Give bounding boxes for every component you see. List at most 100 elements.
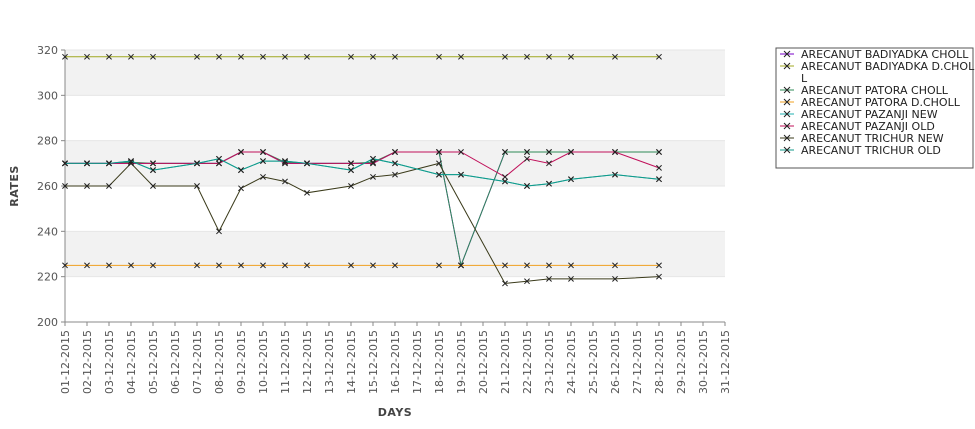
legend-label: L — [801, 72, 808, 85]
data-point — [656, 262, 662, 269]
data-point — [150, 53, 156, 60]
x-tick-label: 23-12-2015 — [543, 330, 556, 394]
x-axis-title: DAYS — [378, 406, 412, 419]
x-tick-label: 08-12-2015 — [213, 330, 226, 394]
y-tick-label: 280 — [37, 135, 58, 148]
data-point — [238, 167, 244, 174]
data-point — [260, 53, 266, 60]
data-point — [392, 160, 398, 167]
data-point — [656, 149, 662, 155]
data-point — [546, 275, 552, 282]
x-tick-label: 19-12-2015 — [455, 330, 468, 394]
data-point — [194, 262, 200, 269]
data-point — [568, 176, 574, 183]
series-line — [65, 158, 660, 187]
data-point — [260, 149, 266, 155]
data-point — [568, 275, 574, 282]
data-point — [502, 173, 508, 180]
data-point — [84, 183, 90, 189]
data-point — [392, 149, 398, 155]
x-tick-label: 27-12-2015 — [631, 330, 644, 394]
y-tick-label: 220 — [37, 271, 58, 284]
x-tick-label: 10-12-2015 — [257, 330, 270, 394]
data-point — [546, 160, 552, 167]
data-point — [106, 160, 112, 167]
data-point — [238, 53, 244, 60]
data-point — [304, 189, 310, 196]
data-point — [612, 275, 618, 282]
data-point — [458, 262, 464, 269]
x-tick-label: 26-12-2015 — [609, 330, 622, 394]
data-point — [546, 180, 552, 187]
data-point — [392, 262, 398, 269]
data-point — [458, 149, 464, 155]
x-tick-label: 11-12-2015 — [279, 330, 292, 394]
series-8 — [62, 155, 662, 189]
data-point — [436, 262, 442, 269]
x-tick-label: 01-12-2015 — [59, 330, 72, 394]
legend-marker — [783, 134, 791, 142]
x-tick-label: 09-12-2015 — [235, 330, 248, 394]
y-axis: 200 220 240 260 280 300 320 — [37, 44, 66, 329]
data-point — [216, 53, 222, 60]
data-point — [150, 167, 156, 174]
data-point — [150, 160, 156, 167]
data-point — [370, 160, 376, 167]
x-axis: 01-12-2015 02-12-2015 03-12-2015 04-12-2015… — [59, 321, 732, 394]
data-point — [84, 53, 90, 60]
data-point — [150, 183, 156, 189]
data-point — [656, 164, 662, 171]
data-point — [304, 160, 310, 167]
data-point — [106, 53, 112, 60]
data-point — [238, 262, 244, 269]
data-point — [216, 155, 222, 162]
data-point — [656, 273, 662, 280]
legend-marker — [783, 86, 791, 94]
data-point — [128, 159, 134, 166]
data-point — [656, 176, 662, 183]
data-point — [62, 160, 68, 167]
data-point — [612, 53, 618, 60]
data-point — [128, 262, 134, 269]
data-point — [62, 183, 68, 189]
grid-band — [65, 276, 725, 322]
data-point — [106, 183, 112, 189]
data-point — [194, 183, 200, 189]
data-point — [282, 158, 288, 165]
data-point — [546, 149, 552, 155]
data-point — [546, 262, 552, 269]
grid-band — [65, 231, 725, 277]
legend-marker — [783, 110, 791, 118]
data-point — [194, 160, 200, 167]
data-point — [612, 171, 618, 178]
x-tick-label: 15-12-2015 — [367, 330, 380, 394]
data-point — [216, 160, 222, 167]
series-7 — [62, 160, 662, 287]
data-point — [436, 160, 442, 167]
data-point — [84, 262, 90, 269]
data-point — [194, 53, 200, 60]
data-point — [348, 167, 354, 174]
x-tick-label: 28-12-2015 — [653, 330, 666, 394]
data-point — [282, 262, 288, 269]
series-2 — [62, 53, 662, 60]
x-tick-label: 05-12-2015 — [147, 330, 160, 394]
data-point — [524, 278, 530, 285]
y-tick-label: 300 — [37, 89, 58, 102]
data-point — [106, 262, 112, 269]
x-tick-label: 07-12-2015 — [191, 330, 204, 394]
legend-label: ARECANUT PAZANJI NEW — [801, 108, 938, 121]
y-tick-label: 200 — [37, 316, 58, 329]
data-point — [282, 53, 288, 60]
y-axis-title: RATES — [8, 165, 21, 207]
data-point — [656, 53, 662, 60]
x-tick-label: 04-12-2015 — [125, 330, 138, 394]
data-point — [282, 159, 288, 166]
x-tick-label: 03-12-2015 — [103, 330, 116, 394]
data-point — [62, 262, 68, 269]
series-layer — [62, 53, 662, 287]
data-point — [524, 262, 530, 269]
x-tick-label: 06-12-2015 — [169, 330, 182, 394]
